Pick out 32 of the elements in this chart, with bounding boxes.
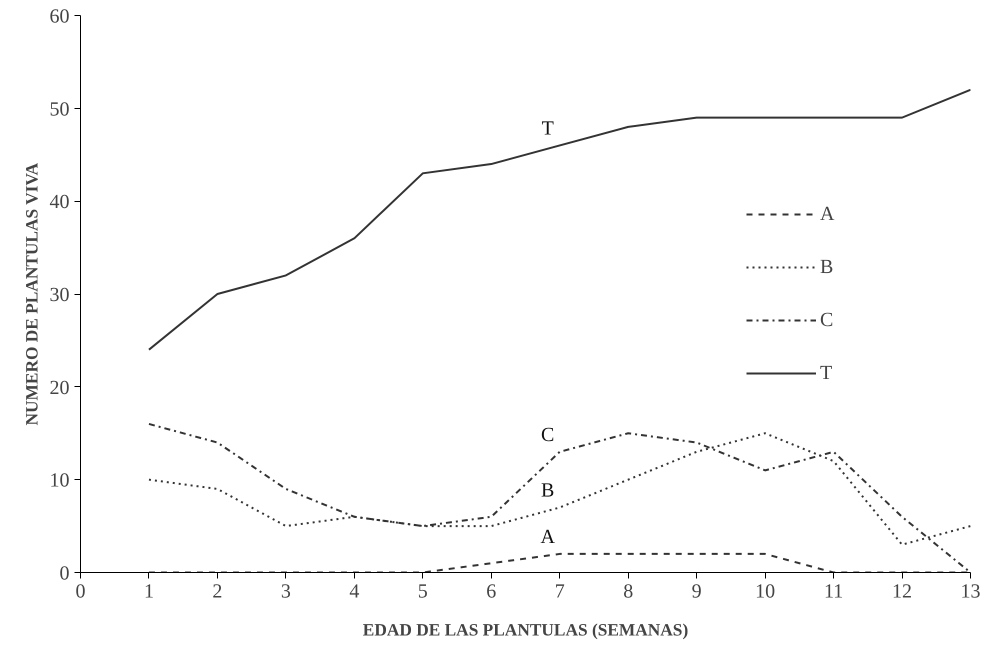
y-tick-label: 30	[50, 284, 70, 306]
x-tick-label: 4	[349, 580, 360, 602]
y-axis-title: NUMERO DE PLANTULAS VIVA	[22, 162, 42, 426]
text: C	[541, 424, 554, 446]
x-tick-label: 1	[144, 580, 154, 602]
line-series	[148, 88, 970, 351]
x-tick-label: 3	[280, 580, 291, 602]
legend-label: C	[820, 308, 834, 332]
y-tick-label: 50	[50, 98, 70, 120]
y-tick-label: 60	[50, 6, 70, 28]
x-tick-label: 13	[960, 580, 980, 602]
y-tick-label: 20	[50, 376, 70, 399]
x-axis-title: EDAD DE LAS PLANTULAS (SEMANAS)	[362, 620, 688, 640]
legend-label: T	[820, 362, 834, 384]
x-tick-label: 0	[76, 580, 86, 602]
x-tick-label: 6	[486, 580, 496, 602]
x-tick-label: 11	[824, 580, 844, 602]
x-tick-label: 8	[623, 580, 634, 602]
legend-label: A	[820, 202, 836, 226]
y-tick-label: 0	[60, 562, 70, 584]
text: A	[540, 526, 555, 548]
x-tick-label: 7	[554, 580, 565, 602]
legend-label: B	[820, 256, 834, 278]
x-tick-label: 9	[692, 580, 702, 602]
x-tick-label: 5	[418, 580, 428, 602]
x-tick-label: 2	[212, 580, 222, 602]
text: B	[541, 480, 554, 502]
x-tick-label: 10	[755, 580, 776, 602]
y-tick-label: 40	[50, 191, 70, 214]
x-tick-label: 12	[892, 580, 912, 602]
text: T	[542, 117, 554, 140]
y-tick-label: 10	[50, 470, 70, 492]
